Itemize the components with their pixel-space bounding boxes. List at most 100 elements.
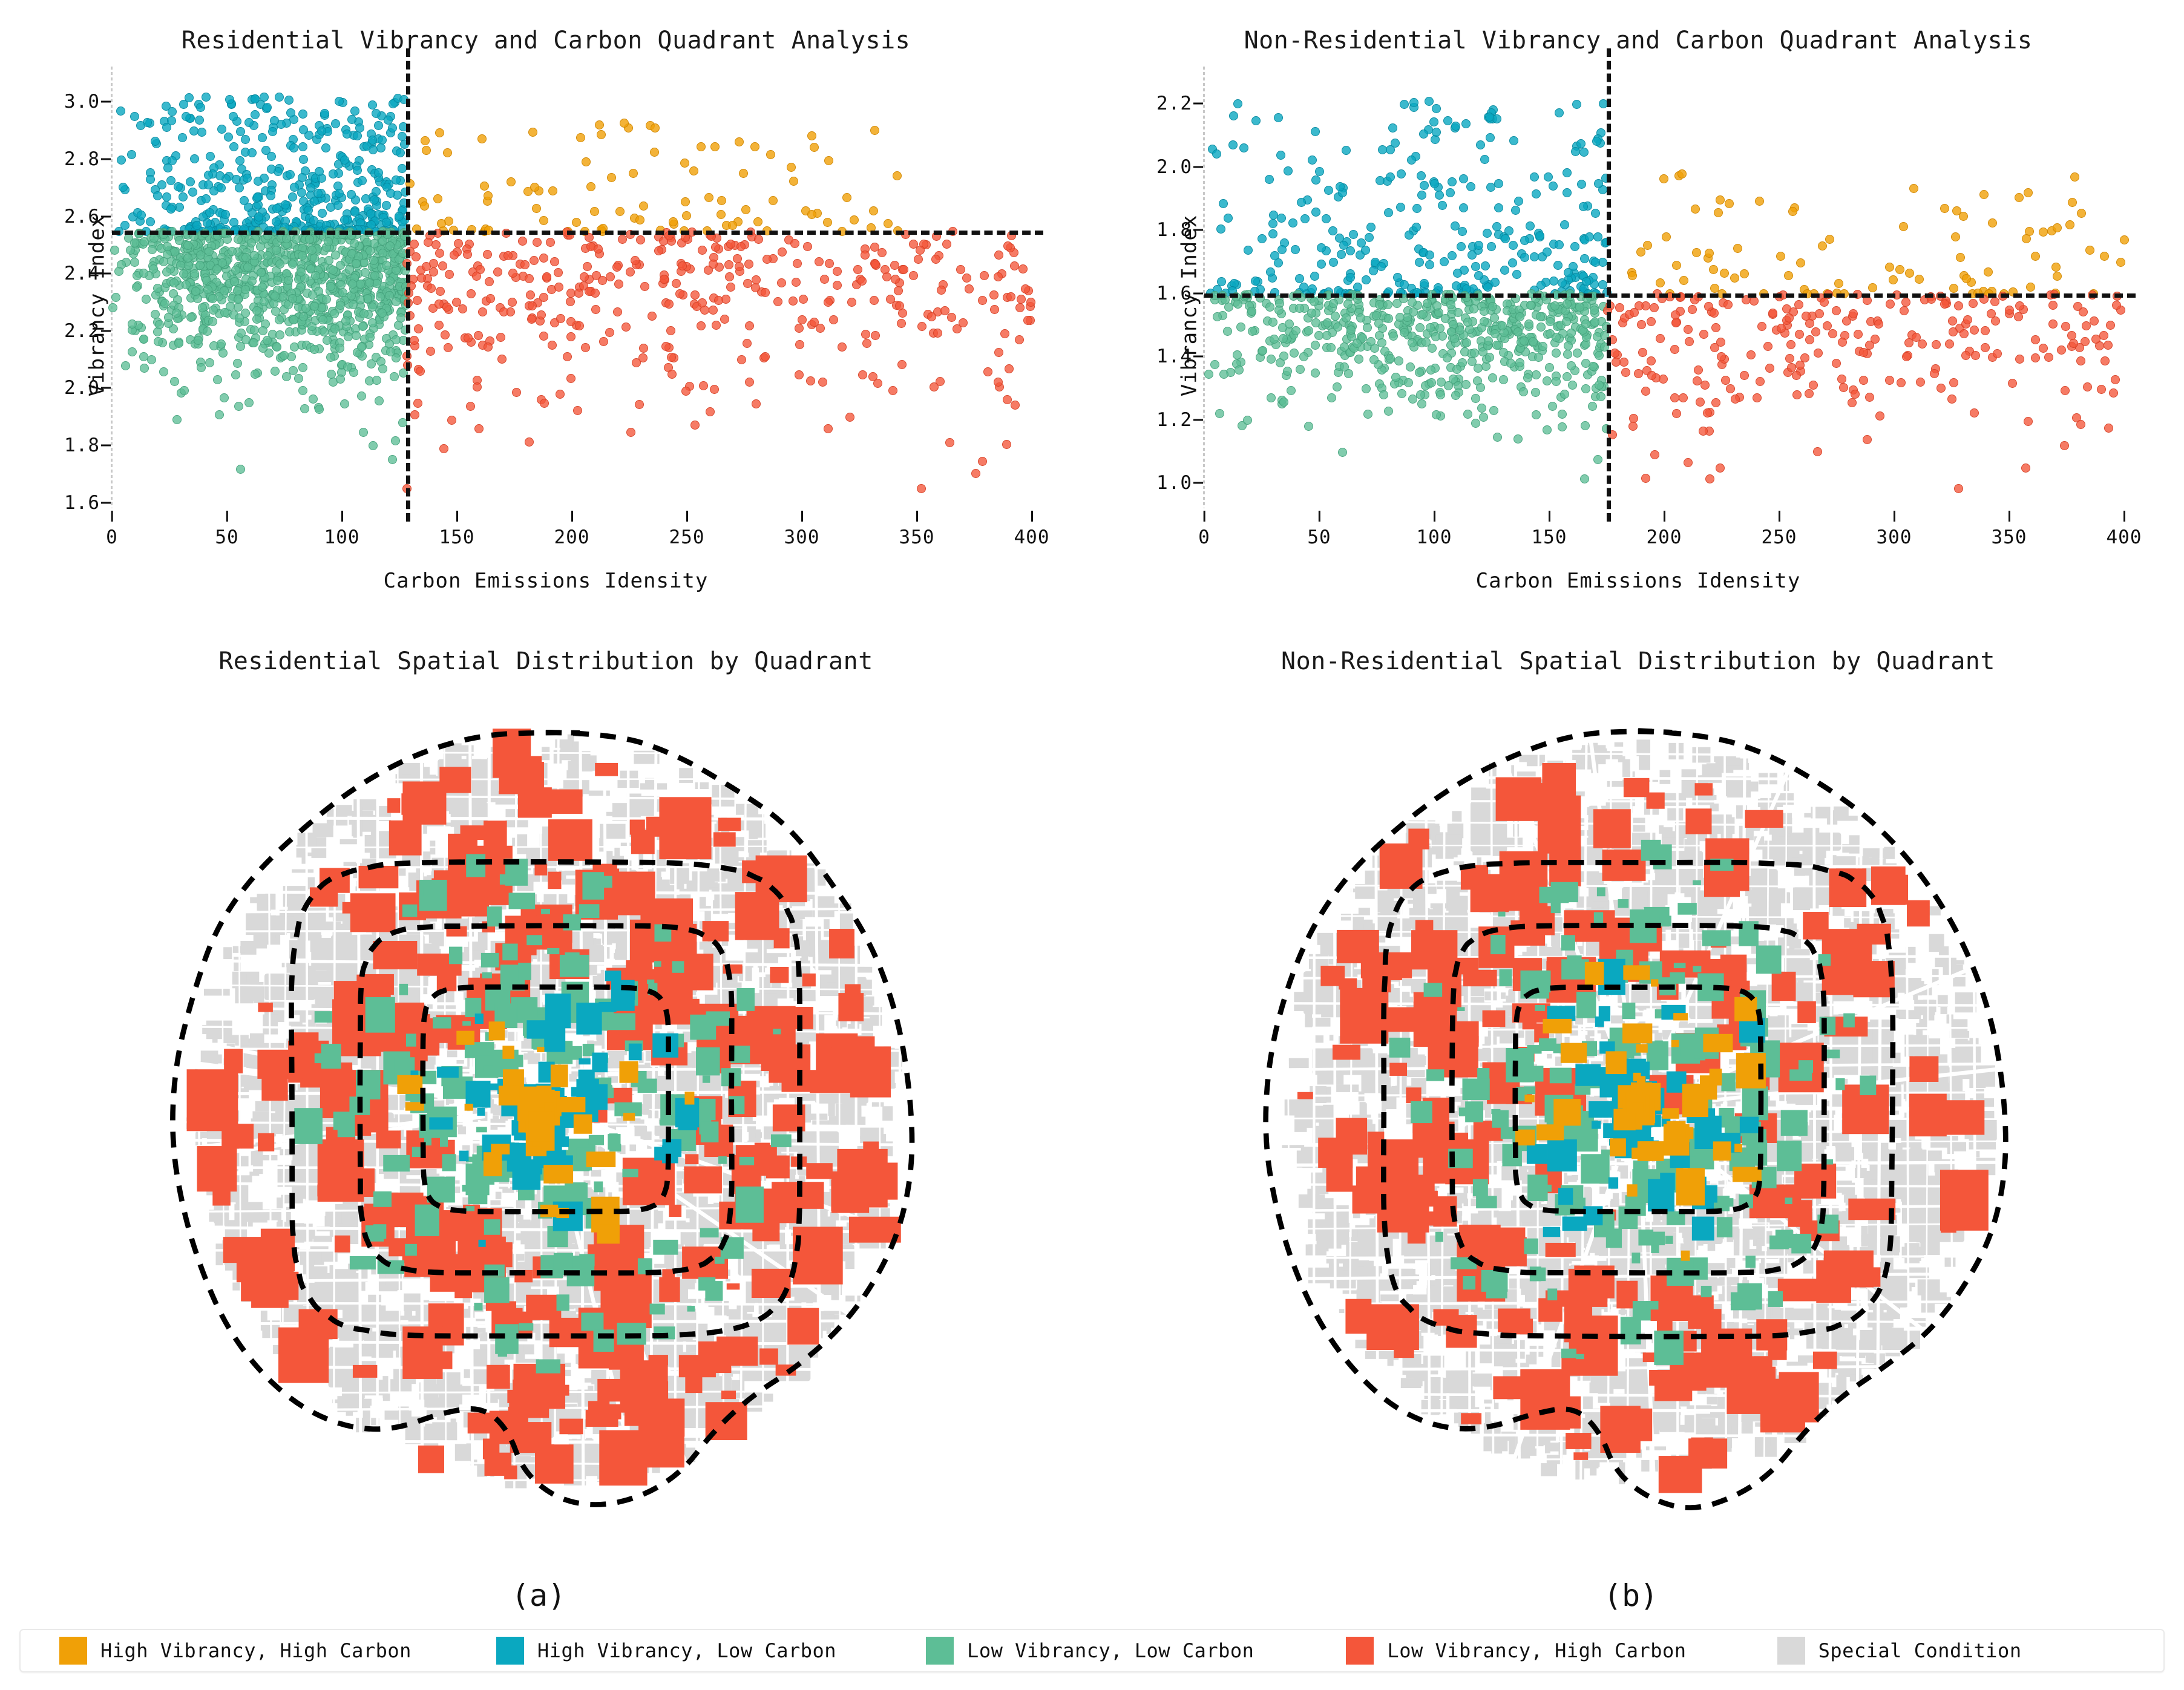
scatter-point xyxy=(1304,422,1314,431)
scatter-point xyxy=(480,181,490,191)
scatter-point xyxy=(290,342,300,352)
scatter-point xyxy=(654,246,663,256)
scatter-point xyxy=(1725,199,1734,209)
scatter-point xyxy=(1349,230,1359,240)
scatter-point xyxy=(1953,301,1963,311)
scatter-point xyxy=(111,293,121,303)
scatter-point xyxy=(1552,348,1561,358)
scatter-point xyxy=(1525,221,1535,231)
scatter-point xyxy=(2014,193,2024,203)
scatter-point xyxy=(525,290,535,300)
scatter-point xyxy=(708,260,718,269)
scatter-point xyxy=(274,315,284,325)
scatter-point xyxy=(413,399,423,408)
scatter-point xyxy=(1580,421,1590,430)
scatter-point xyxy=(1466,182,1476,192)
scatter-point xyxy=(1416,390,1426,399)
scatter-point xyxy=(1390,138,1400,148)
scatter-point xyxy=(412,296,422,305)
scatter-right-ylabel: Vibrancy Index xyxy=(1177,214,1202,397)
map-parcel-special xyxy=(723,1323,729,1336)
scatter-point xyxy=(2057,346,2067,355)
scatter-point xyxy=(1461,380,1471,390)
scatter-point xyxy=(994,251,1004,260)
scatter-point xyxy=(288,192,298,202)
scatter-point xyxy=(1683,457,1693,467)
scatter-point xyxy=(1471,418,1480,428)
scatter-point xyxy=(1274,305,1284,315)
scatter-point xyxy=(1901,352,1911,362)
scatter-point xyxy=(309,215,319,225)
scatter-point xyxy=(229,217,239,227)
scatter-point xyxy=(1590,258,1600,267)
x-tick-label: 400 xyxy=(1014,508,1050,548)
scatter-point xyxy=(416,367,425,376)
scatter-point xyxy=(1431,104,1441,114)
scatter-point xyxy=(145,174,155,184)
scatter-point xyxy=(956,264,966,274)
scatter-point xyxy=(1575,303,1584,312)
scatter-point xyxy=(1579,254,1589,264)
map-parcel-special xyxy=(564,870,576,876)
map-panel-residential: Residential Spatial Distribution by Quad… xyxy=(0,611,1092,1579)
scatter-point xyxy=(1379,390,1388,399)
scatter-point xyxy=(250,94,260,103)
scatter-point xyxy=(530,182,540,192)
map-parcel-special xyxy=(458,1126,466,1135)
map-parcel-special xyxy=(203,989,230,996)
scatter-point xyxy=(1630,307,1639,317)
scatter-point xyxy=(1875,411,1884,421)
scatter-point xyxy=(2044,353,2054,362)
scatter-point xyxy=(1265,174,1274,184)
scatter-point xyxy=(1212,149,1222,159)
map-parcel-special xyxy=(824,919,830,937)
scatter-point xyxy=(1749,296,1759,306)
scatter-point xyxy=(1416,171,1426,181)
scatter-point xyxy=(562,352,572,362)
scatter-point xyxy=(390,436,400,445)
scatter-point xyxy=(336,374,346,384)
map-parcel-special xyxy=(286,896,308,905)
scatter-point xyxy=(189,126,198,136)
scatter-point xyxy=(1655,278,1665,287)
scatter-point xyxy=(230,277,240,286)
scatter-point xyxy=(1310,296,1319,306)
scatter-point xyxy=(314,404,324,414)
scatter-point xyxy=(356,342,366,352)
scatter-point xyxy=(1492,432,1502,442)
scatter-point xyxy=(520,260,530,270)
scatter-point xyxy=(1356,313,1366,323)
scatter-point xyxy=(1531,189,1541,199)
scatter-point xyxy=(169,278,179,287)
scatter-point xyxy=(1889,275,1898,284)
scatter-point xyxy=(231,370,240,380)
scatter-point xyxy=(617,234,627,244)
scatter-point xyxy=(454,238,464,248)
scatter-point xyxy=(170,377,180,387)
scatter-point xyxy=(1228,111,1238,121)
scatter-point xyxy=(706,407,715,416)
scatter-point xyxy=(649,147,659,157)
scatter-point xyxy=(273,276,283,286)
scatter-point xyxy=(120,220,130,230)
scatter-point xyxy=(728,220,738,230)
scatter-point xyxy=(1026,297,1036,307)
scatter-point xyxy=(1314,330,1324,340)
scatter-point xyxy=(1984,267,1993,277)
scatter-point xyxy=(1417,399,1426,408)
scatter-point xyxy=(795,370,804,379)
scatter-point xyxy=(1979,190,1989,200)
scatter-point xyxy=(1520,236,1530,246)
map-parcel-special xyxy=(343,862,356,866)
scatter-point xyxy=(1970,351,1980,361)
scatter-point xyxy=(1479,412,1489,422)
scatter-point xyxy=(1010,261,1020,271)
scatter-point xyxy=(1543,376,1552,385)
x-tick-mark xyxy=(1663,511,1665,522)
scatter-point xyxy=(626,428,635,437)
scatter-point xyxy=(640,281,649,291)
scatter-point xyxy=(204,171,214,180)
scatter-point xyxy=(1901,297,1911,307)
scatter-point xyxy=(1321,214,1331,223)
map-parcel-special xyxy=(286,1207,291,1222)
